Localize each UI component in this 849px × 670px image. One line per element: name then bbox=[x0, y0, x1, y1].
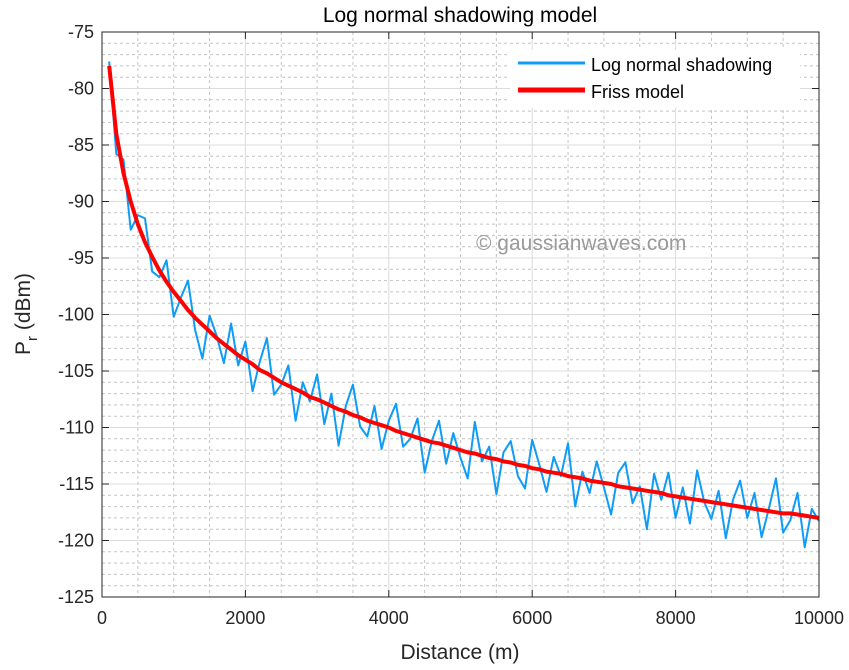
watermark: © gaussianwaves.com bbox=[476, 232, 686, 255]
y-tick-label: -95 bbox=[68, 248, 94, 268]
y-tick-label: -85 bbox=[68, 135, 94, 155]
series-layer bbox=[107, 61, 820, 549]
svg-text:Pr (dBm): Pr (dBm) bbox=[12, 273, 41, 355]
grid bbox=[101, 31, 820, 598]
legend: Log normal shadowing Friss model bbox=[510, 50, 800, 108]
y-tick-label: -110 bbox=[59, 418, 94, 438]
x-tick-label: 0 bbox=[97, 608, 107, 628]
y-axis-label: Pr (dBm) bbox=[12, 273, 41, 355]
x-tick-label: 10000 bbox=[794, 608, 844, 628]
y-tick-label: -120 bbox=[58, 531, 94, 551]
y-tick-label: -115 bbox=[59, 474, 94, 494]
y-label-unit: (dBm) bbox=[12, 273, 35, 336]
y-tick-label: -125 bbox=[58, 587, 94, 607]
legend-label-shadowing: Log normal shadowing bbox=[591, 55, 772, 75]
series-line-friss-model bbox=[107, 65, 820, 520]
y-tick-label: -75 bbox=[68, 22, 94, 42]
x-axis-label: Distance (m) bbox=[400, 641, 519, 664]
legend-box bbox=[510, 50, 800, 108]
x-tick-label: 6000 bbox=[512, 608, 552, 628]
chart-title: Log normal shadowing model bbox=[323, 4, 597, 27]
y-tick-label: -90 bbox=[68, 192, 94, 212]
y-label-main: P bbox=[12, 341, 35, 355]
y-tick-label: -105 bbox=[58, 361, 94, 381]
y-tick-label: -80 bbox=[68, 79, 94, 99]
series-line-log-normal-shadowing bbox=[108, 61, 820, 549]
x-tick-label: 8000 bbox=[656, 608, 696, 628]
y-tick-label: -100 bbox=[58, 305, 94, 325]
legend-label-friss: Friss model bbox=[591, 82, 684, 102]
x-tick-label: 4000 bbox=[369, 608, 409, 628]
ticks: 0 2000 4000 6000 8000 10000 -75 -80 -85 -90 -95 -10… bbox=[58, 22, 844, 628]
y-label-sub: r bbox=[24, 336, 41, 341]
x-tick-label: 2000 bbox=[225, 608, 265, 628]
